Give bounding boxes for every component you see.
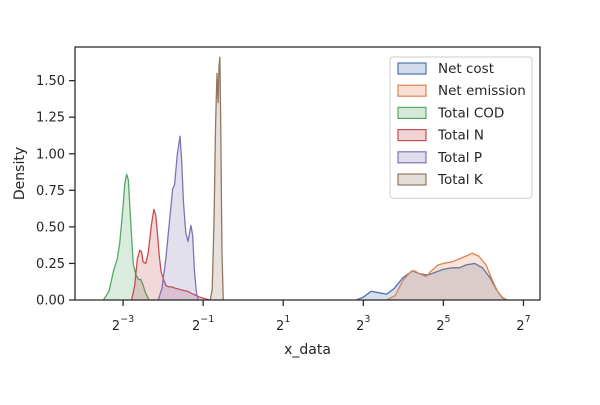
series-line-net-cost (356, 262, 508, 300)
legend: Net cost Net emission Total COD Total N Tota… (389, 56, 533, 199)
y-tick-label: 0.25 (36, 257, 65, 272)
x-tick-label: 21 (276, 314, 290, 334)
legend-label-net-emission: Net emission (438, 83, 526, 99)
series-area-total-p (158, 136, 199, 300)
plot-frame (74, 46, 541, 301)
x-tick-label: 2−3 (112, 314, 134, 334)
x-tick-label: 25 (436, 314, 450, 334)
x-tick-label: 23 (356, 314, 370, 334)
legend-swatch-total-cod (397, 106, 427, 120)
x-axis-label: x_data (284, 342, 331, 358)
legend-label-net-cost: Net cost (438, 61, 494, 77)
legend-swatch-total-k (397, 173, 427, 186)
legend-swatch-net-cost (397, 62, 427, 75)
series-line-total-k (209, 56, 224, 300)
y-tick-label: 1.00 (36, 147, 65, 162)
series-line-total-p (157, 135, 199, 300)
legend-swatch-total-p (397, 151, 427, 164)
series-area-net-emission (386, 253, 509, 300)
series-area-total-k (210, 57, 224, 300)
series-line-net-emission (386, 252, 509, 300)
y-tick-label: 1.25 (36, 111, 65, 126)
y-axis-label: Density (12, 147, 28, 200)
y-tick-label: 0.50 (36, 220, 65, 235)
series-area-net-cost (356, 263, 507, 300)
legend-label-total-p: Total P (437, 150, 482, 166)
series-line-total-n (130, 208, 210, 300)
series-line-total-cod (102, 173, 150, 300)
x-tick-label: 27 (516, 314, 530, 334)
legend-label-total-k: Total K (437, 172, 484, 188)
y-tick-label: 0.00 (36, 294, 65, 309)
x-tick-label: 2−1 (192, 314, 214, 334)
legend-swatch-total-n (397, 129, 427, 142)
legend-label-total-cod: Total COD (437, 105, 504, 121)
y-tick-label: 1.50 (36, 74, 65, 89)
y-tick-label: 0.75 (36, 184, 65, 199)
density-areas (102, 56, 509, 300)
legend-label-total-n: Total N (437, 128, 484, 144)
legend-swatch-net-emission (397, 84, 427, 97)
